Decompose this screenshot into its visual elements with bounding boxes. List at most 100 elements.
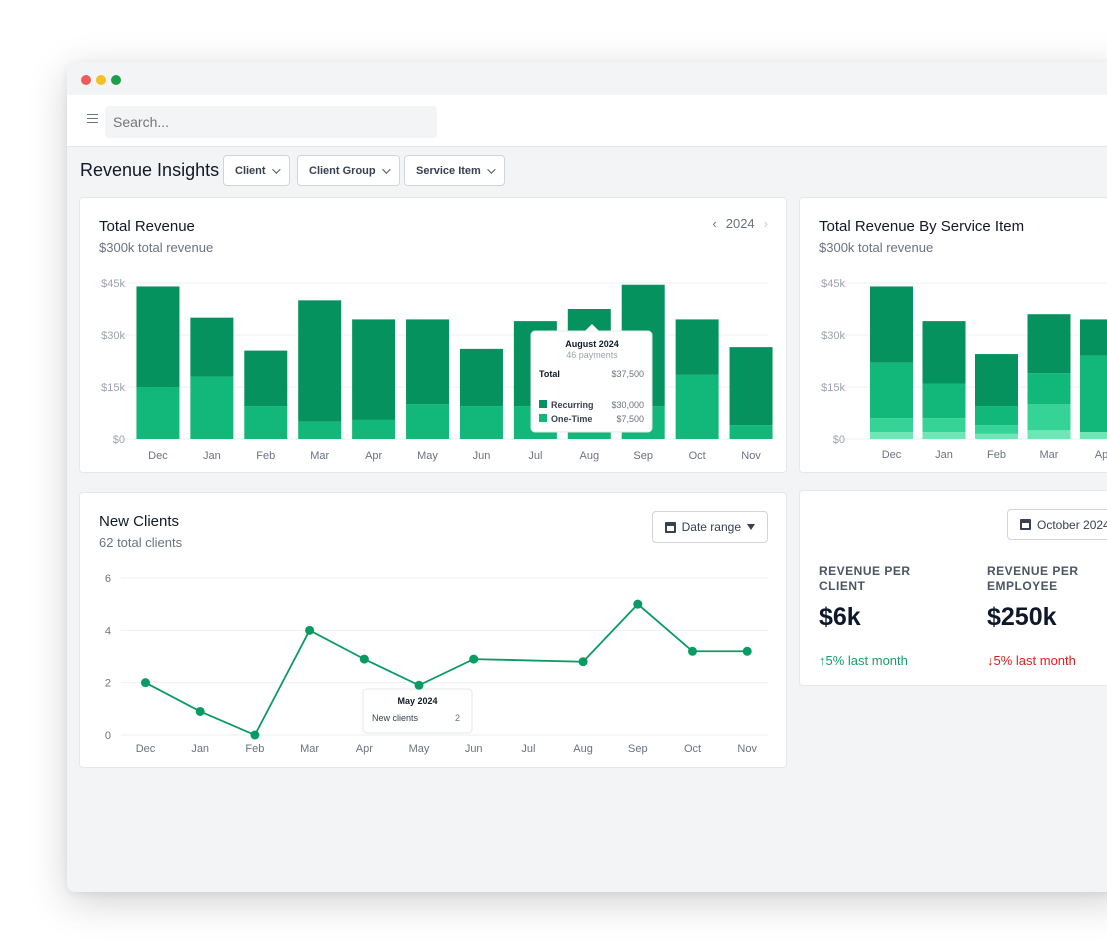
data-point [195, 706, 205, 716]
x-tick-label: Jan [203, 450, 221, 462]
x-tick-label: Jan [191, 743, 209, 755]
y-tick-label: $15k [101, 382, 125, 394]
revenue-per-client-change: ↑5% last month [819, 653, 908, 668]
y-tick-label: $15k [821, 382, 845, 394]
bar-segment [1027, 373, 1071, 405]
tooltip-row-value: $7,500 [616, 414, 644, 424]
bar-segment-recurring [298, 300, 342, 422]
bar-segment [922, 321, 966, 384]
x-tick-label: Sep [633, 450, 653, 462]
client-filter-label: Client [235, 164, 266, 177]
bar-segment [975, 406, 1018, 426]
x-tick-label: Oct [689, 450, 706, 462]
bar-segment-one-time [352, 419, 396, 439]
chevron-down-icon [486, 164, 496, 174]
bar-segment-one-time [459, 406, 503, 439]
client-filter-dropdown[interactable]: Client [223, 155, 290, 186]
legend-swatch [539, 414, 547, 422]
top-bar [67, 95, 1107, 147]
month-selector-label: October 2024 [1037, 517, 1107, 532]
revenue-per-employee-change: ↓5% last month [987, 653, 1076, 668]
chevron-left-icon[interactable]: ‹ [712, 216, 717, 231]
year-navigator: ‹ 2024 › [712, 216, 768, 231]
data-point [414, 680, 424, 690]
revenue-by-service-title: Total Revenue By Service Item [819, 218, 1025, 235]
x-tick-label: Feb [245, 743, 264, 755]
bar-segment-one-time [406, 404, 450, 439]
calendar-icon [1020, 519, 1031, 530]
data-point [688, 646, 697, 656]
tooltip-value: 2 [455, 713, 460, 723]
chevron-down-icon [381, 164, 391, 174]
tooltip-row-value: $30,000 [611, 400, 644, 410]
chevron-right-icon[interactable]: › [763, 216, 768, 231]
bar-segment [922, 383, 966, 419]
client-group-filter-dropdown[interactable]: Client Group [297, 155, 400, 186]
data-point [578, 657, 588, 667]
tooltip-title: May 2024 [397, 696, 437, 706]
tooltip-pointer [585, 324, 599, 331]
arrow-up-icon: ↑ [819, 653, 826, 668]
month-selector-button[interactable]: October 2024 [1007, 509, 1107, 540]
bar-segment [870, 362, 913, 419]
close-window-button[interactable] [81, 75, 91, 85]
minimize-window-button[interactable] [96, 75, 106, 85]
x-tick-label: Mar [310, 450, 329, 462]
data-point [250, 730, 260, 740]
title-bar [67, 62, 1107, 95]
x-tick-label: Jan [935, 449, 953, 461]
bar-segment-recurring [459, 348, 503, 407]
bar-segment [975, 433, 1018, 439]
new-clients-chart: 0 2 4 6 Dec Jan Feb Mar Apr May Jun Jul Aug Sep Oct Nov… [105, 573, 768, 755]
x-tick-label: May [417, 450, 438, 462]
data-point [305, 625, 315, 635]
tooltip-row-label: Recurring [551, 400, 594, 410]
x-tick-label: Dec [148, 450, 168, 462]
bar-segment-one-time [244, 406, 288, 439]
x-tick-label: Jul [528, 450, 542, 462]
x-tick-label: Feb [987, 449, 1006, 461]
new-clients-card: New Clients 62 total clients Date range … [79, 492, 787, 768]
search-input[interactable] [105, 106, 437, 138]
x-tick-label: Feb [256, 450, 275, 462]
y-tick-label: 6 [105, 573, 111, 585]
chevron-down-icon [271, 164, 281, 174]
year-label: 2024 [725, 216, 755, 231]
x-tick-label: Sep [628, 743, 648, 755]
x-tick-label: Mar [1040, 449, 1059, 461]
x-tick-label: Nov [741, 450, 761, 462]
bar-segment [870, 286, 913, 363]
bar-segment [870, 432, 913, 439]
bar-segment-recurring [244, 350, 288, 407]
new-clients-subtitle: 62 total clients [99, 535, 183, 550]
bar-segment [1027, 430, 1071, 439]
bar-segment [1080, 319, 1107, 356]
arrow-down-icon: ↓ [987, 653, 994, 668]
y-tick-label: $30k [821, 330, 845, 342]
bar-segment-one-time [136, 387, 180, 439]
bar-segment [922, 432, 966, 439]
y-tick-label: 2 [105, 678, 111, 690]
bar-segment-one-time [190, 376, 234, 439]
data-point [469, 654, 479, 664]
total-revenue-subtitle: $300k total revenue [99, 240, 214, 255]
bar-segment-recurring [136, 286, 180, 387]
y-tick-label: $45k [101, 278, 125, 290]
x-tick-label: Dec [882, 449, 902, 461]
bar-segment [870, 418, 913, 433]
hamburger-menu-icon[interactable] [87, 114, 98, 123]
data-point [141, 678, 150, 688]
x-tick-label: Oct [684, 743, 701, 755]
y-tick-label: $45k [821, 278, 845, 290]
tooltip-subtitle: 46 payments [566, 350, 618, 360]
service-item-filter-dropdown[interactable]: Service Item [404, 155, 505, 186]
revenue-per-client-label: REVENUE PER CLIENT [819, 564, 911, 593]
revenue-by-service-subtitle: $300k total revenue [819, 240, 934, 255]
data-point [742, 646, 752, 656]
date-range-button[interactable]: Date range [651, 511, 768, 543]
x-tick-label: Apr [356, 743, 373, 755]
page-title: Revenue Insights [80, 160, 220, 180]
maximize-window-button[interactable] [111, 75, 121, 85]
x-tick-label: Dec [136, 743, 156, 755]
bar-segment [975, 354, 1018, 407]
